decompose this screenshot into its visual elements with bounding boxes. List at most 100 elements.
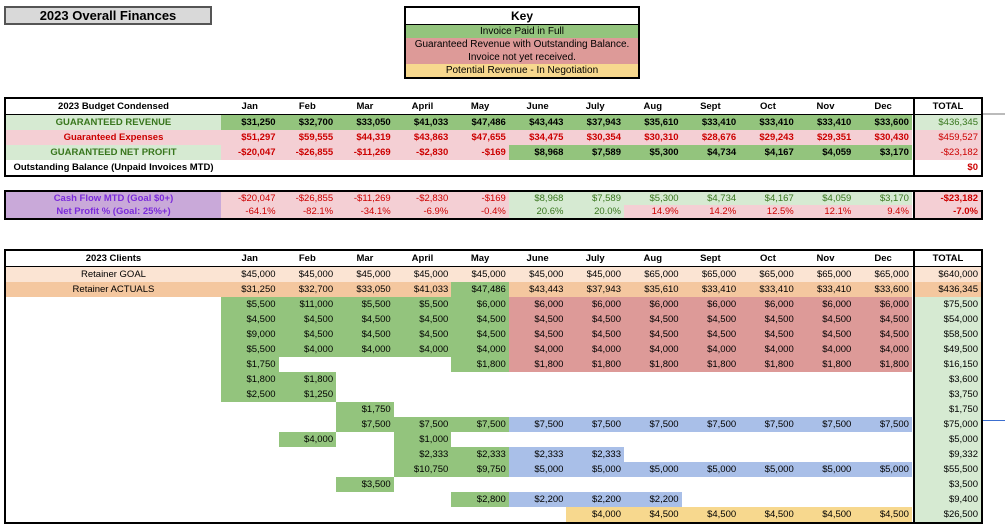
client-cell: $7,500 bbox=[393, 417, 452, 432]
budget-cell bbox=[451, 160, 509, 176]
clients-month-mar: Mar bbox=[336, 250, 394, 267]
client-cell: $7,500 bbox=[508, 417, 567, 432]
client-cell bbox=[682, 477, 740, 492]
client-cell: $7,500 bbox=[336, 417, 394, 432]
budget-cell bbox=[279, 160, 337, 176]
client-cell: $1,800 bbox=[220, 372, 279, 387]
client-cell: $6,000 bbox=[508, 297, 567, 312]
budget-row: Outstanding Balance (Unpaid Invoices MTD… bbox=[5, 160, 984, 176]
client-cell bbox=[566, 432, 624, 447]
client-name-cell bbox=[5, 417, 221, 432]
budget-cell bbox=[624, 160, 682, 176]
client-cell bbox=[509, 372, 567, 387]
client-cell: $4,500 bbox=[336, 327, 394, 342]
clients-actuals-cell: $33,410 bbox=[796, 282, 855, 297]
client-cell: $4,000 bbox=[739, 342, 797, 357]
client-cell: $4,500 bbox=[451, 312, 509, 327]
budget-cell: $33,050 bbox=[336, 114, 394, 130]
cashflow-cell: $5,300 bbox=[624, 191, 682, 205]
key-potential: Potential Revenue - In Negotiation bbox=[406, 64, 638, 77]
clients-month-july: July bbox=[566, 250, 624, 267]
budget-table: 2023 Budget Condensed Jan Feb Mar April May Ju… bbox=[4, 97, 984, 177]
client-cell bbox=[221, 492, 279, 507]
client-cell bbox=[451, 507, 509, 523]
clients-actuals-cell: $37,943 bbox=[566, 282, 624, 297]
client-cell: $4,500 bbox=[393, 327, 452, 342]
budget-cell: $29,351 bbox=[796, 130, 855, 145]
clients-spacer bbox=[911, 250, 914, 267]
client-cell: $4,000 bbox=[336, 342, 394, 357]
client-total: $16,150 bbox=[912, 357, 984, 372]
clients-month-april: April bbox=[393, 250, 452, 267]
client-cell: $10,750 bbox=[393, 462, 452, 477]
client-cell bbox=[854, 432, 912, 447]
client-cell: $1,800 bbox=[624, 357, 682, 372]
budget-cell: $43,443 bbox=[508, 114, 567, 130]
client-total: $54,000 bbox=[912, 312, 984, 327]
selection-line bbox=[983, 420, 1005, 421]
client-row: $5,500 $4,000 $4,000 $4,000 $4,000 $4,000 $4,0… bbox=[5, 342, 984, 357]
budget-month-nov: Nov bbox=[796, 98, 855, 115]
page-title: 2023 Overall Finances bbox=[4, 6, 212, 25]
client-cell: $4,000 bbox=[854, 342, 912, 357]
client-cell bbox=[797, 447, 855, 462]
client-row: $3,500 $3,500 bbox=[5, 477, 984, 492]
budget-total-header: TOTAL bbox=[912, 98, 984, 115]
clients-goal-cell: $45,000 bbox=[336, 266, 394, 282]
budget-row: GUARANTEED NET PROFIT -$20,047 -$26,855 -$1… bbox=[5, 145, 984, 160]
clients-goal-cell: $45,000 bbox=[508, 266, 567, 282]
cashflow-cell: $4,734 bbox=[681, 191, 740, 205]
budget-cell bbox=[739, 160, 797, 176]
clients-month-dec: Dec bbox=[854, 250, 912, 267]
client-cell bbox=[509, 477, 567, 492]
row-outline-line bbox=[983, 113, 1005, 115]
client-cell bbox=[624, 447, 682, 462]
client-cell bbox=[739, 372, 797, 387]
clients-month-nov: Nov bbox=[796, 250, 855, 267]
budget-cell: -$20,047 bbox=[220, 145, 279, 160]
client-cell bbox=[336, 447, 394, 462]
client-cell: $4,500 bbox=[624, 327, 682, 342]
cashflow-cell: 20.6% bbox=[508, 205, 567, 219]
client-cell: $1,800 bbox=[451, 357, 509, 372]
client-total: $3,500 bbox=[912, 477, 984, 492]
budget-total: $459,527 bbox=[912, 130, 984, 145]
clients-actuals-label: Retainer ACTUALS bbox=[5, 282, 221, 297]
client-cell bbox=[739, 477, 797, 492]
budget-cell: $37,943 bbox=[566, 114, 624, 130]
clients-header-label: 2023 Clients bbox=[5, 250, 221, 267]
client-cell bbox=[279, 357, 337, 372]
client-cell: $4,500 bbox=[508, 327, 567, 342]
clients-actuals-total: $436,345 bbox=[912, 282, 984, 297]
client-cell bbox=[509, 432, 567, 447]
budget-cell bbox=[221, 160, 279, 176]
client-total: $75,000 bbox=[912, 417, 984, 432]
client-cell: $7,500 bbox=[739, 417, 797, 432]
budget-cell: $31,250 bbox=[220, 114, 279, 130]
budget-month-aug: Aug bbox=[624, 98, 682, 115]
key-paid: Invoice Paid in Full bbox=[406, 25, 638, 38]
cashflow-row-label: Cash Flow MTD (Goal $0+) bbox=[5, 191, 221, 205]
cashflow-row: Net Profit % (Goal: 25%+) -64.1% -82.1% -34… bbox=[5, 205, 984, 219]
budget-month-jan: Jan bbox=[220, 98, 279, 115]
client-cell: $4,500 bbox=[508, 312, 567, 327]
key-guaranteed-line2: Invoice not yet received. bbox=[468, 52, 576, 63]
client-cell bbox=[797, 492, 855, 507]
client-cell bbox=[854, 477, 912, 492]
client-row: $1,750 $1,800 $1,800 $1,800 $1,800 $1,800 $1,8… bbox=[5, 357, 984, 372]
budget-header-label: 2023 Budget Condensed bbox=[5, 98, 221, 115]
client-cell bbox=[279, 402, 337, 417]
budget-row: Guaranteed Expenses $51,297 $59,555 $44,319… bbox=[5, 130, 984, 145]
cashflow-cell: -$2,830 bbox=[393, 191, 452, 205]
client-total: $75,500 bbox=[912, 297, 984, 312]
clients-actuals-cell: $41,033 bbox=[393, 282, 452, 297]
budget-total: $436,345 bbox=[912, 114, 984, 130]
budget-cell: $28,676 bbox=[681, 130, 740, 145]
client-cell: $4,500 bbox=[796, 312, 855, 327]
client-cell bbox=[624, 387, 682, 402]
client-cell: $4,000 bbox=[451, 342, 509, 357]
key-heading: Key bbox=[406, 8, 638, 25]
budget-cell: $33,410 bbox=[739, 114, 797, 130]
clients-actuals-cell: $35,610 bbox=[624, 282, 682, 297]
client-cell: $1,250 bbox=[278, 387, 337, 402]
